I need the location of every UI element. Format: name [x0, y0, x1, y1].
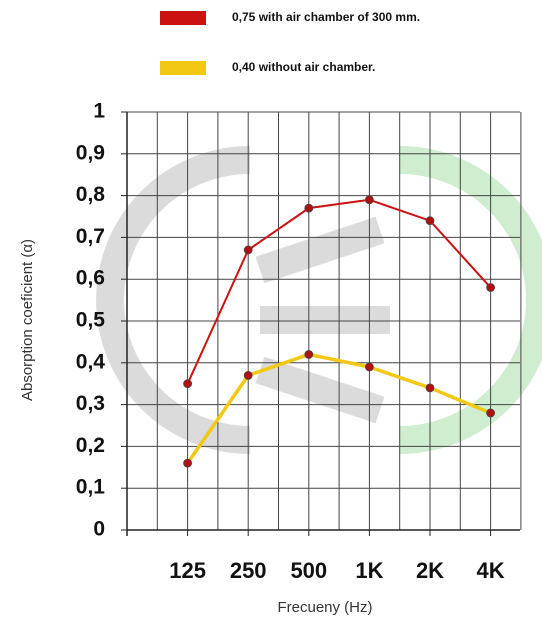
x-tick-label: 125: [169, 558, 206, 583]
point: [243, 245, 253, 255]
y-axis-label: Absorption coeficient (α): [19, 239, 36, 401]
x-tick-label: 2K: [416, 558, 444, 583]
series-line: [186, 352, 492, 465]
point: [486, 283, 496, 292]
point: [425, 383, 435, 393]
y-tick-label: 0,6: [76, 267, 105, 290]
point: [243, 370, 253, 380]
y-tick-label: 0,8: [76, 183, 106, 206]
y-tick-label: 1: [93, 100, 105, 123]
y-tick-label: 0,3: [76, 392, 105, 415]
y-tick-label: 0,7: [76, 225, 105, 248]
y-tick-label: 0,4: [76, 350, 106, 373]
x-axis-label: Frecueny (Hz): [277, 599, 372, 616]
x-tick-label: 500: [290, 558, 327, 583]
legend-label: 0,40 without air chamber.: [232, 60, 375, 74]
x-tick-label: 1K: [355, 558, 383, 583]
y-tick-label: 0,5: [76, 309, 106, 332]
legend-swatch: [160, 11, 206, 25]
point: [486, 408, 496, 418]
point: [364, 362, 374, 372]
watermark: [96, 146, 542, 454]
point: [425, 216, 435, 226]
point: [183, 379, 193, 389]
legend-label: 0,75 with air chamber of 300 mm.: [232, 10, 420, 24]
y-tick-label: 0,1: [76, 476, 106, 499]
series-line: [186, 198, 492, 385]
x-tick-label: 4K: [477, 558, 505, 583]
legend-swatch: [160, 61, 206, 75]
point: [304, 350, 314, 359]
point: [183, 458, 193, 468]
x-tick-label: 250: [230, 558, 267, 583]
y-tick-label: 0,9: [76, 141, 105, 164]
point: [364, 195, 374, 205]
y-tick-label: 0: [93, 518, 105, 541]
point: [304, 203, 314, 213]
y-tick-label: 0,2: [76, 434, 105, 457]
